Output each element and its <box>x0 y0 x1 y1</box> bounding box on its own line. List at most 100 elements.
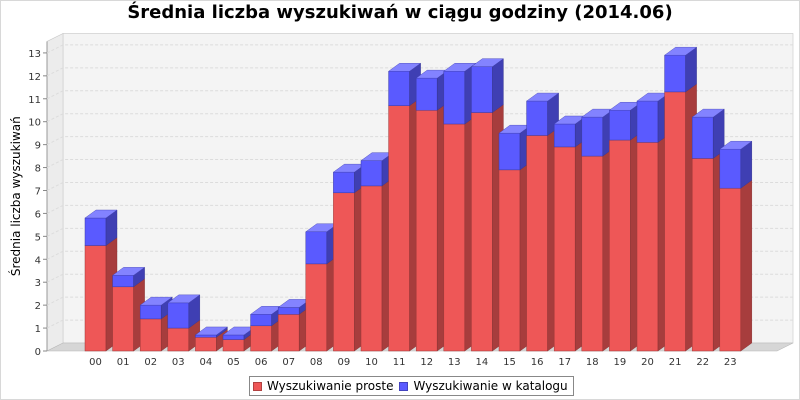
bar-10-catalog-search-front <box>360 160 383 187</box>
bar-17-simple-search-front <box>553 146 576 352</box>
bar-12-simple-search <box>415 101 449 352</box>
x-tick-label: 15 <box>503 357 516 368</box>
bar-03-simple-search-front <box>167 327 190 352</box>
bar-11-simple-search-front <box>388 105 410 352</box>
bar-00-simple-search-front <box>84 245 107 352</box>
bar-14-simple-search <box>471 104 504 352</box>
bar-03-catalog-search <box>167 294 201 329</box>
bar-04-catalog-search <box>194 326 229 338</box>
bar-16-simple-search-front <box>526 135 548 352</box>
bar-18-catalog-search <box>581 108 615 157</box>
y-tick-label: 1 <box>35 324 41 335</box>
bar-00-catalog-search-front <box>84 217 107 246</box>
y-tick-label: 7 <box>35 186 41 197</box>
legend: Wyszukiwanie proste Wyszukiwanie w katal… <box>249 376 574 396</box>
bar-02-catalog-search-front <box>139 304 162 320</box>
bar-04-catalog-search-top <box>194 326 229 336</box>
bar-20-simple-search <box>636 133 670 352</box>
gridline <box>46 250 793 260</box>
bar-15-catalog-search <box>498 124 532 171</box>
bar-21-simple-search-front <box>664 91 686 352</box>
x-tick-label: 04 <box>200 357 213 368</box>
bar-03-catalog-search-top <box>167 294 201 304</box>
y-tick-label: 5 <box>35 232 41 243</box>
bar-17-catalog-search <box>553 115 587 148</box>
gridline <box>46 90 793 100</box>
y-tick-label: 11 <box>28 95 41 106</box>
x-tick-label: 03 <box>172 357 185 368</box>
bar-14-catalog-search <box>470 58 505 113</box>
bar-22-simple-search <box>691 149 725 352</box>
bar-11-catalog-search <box>387 62 422 107</box>
bar-19-simple-search-front <box>609 139 631 352</box>
bar-19-catalog-search <box>608 101 643 141</box>
x-tick-label: 14 <box>476 357 489 368</box>
x-tick-label: 16 <box>531 357 544 368</box>
bar-14-catalog-search-top <box>470 58 505 67</box>
y-axis-title: Średnia liczba wyszukiwań <box>8 116 23 276</box>
bar-02-catalog-search-top <box>139 296 173 306</box>
bar-13-catalog-search-front <box>443 71 466 125</box>
y-tick-label: 12 <box>28 72 41 83</box>
bar-02-simple-search-front <box>139 318 162 352</box>
bar-23-simple-search <box>719 179 752 352</box>
x-tick-label: 07 <box>282 357 295 368</box>
bar-21-simple-search <box>664 83 697 352</box>
bar-11-catalog-search-top <box>387 63 422 72</box>
legend-item-series-1: Wyszukiwanie proste <box>253 379 393 393</box>
bar-04-simple-search-front <box>195 336 217 352</box>
bar-09-catalog-search <box>332 163 367 194</box>
bar-22-simple-search-front <box>691 158 714 352</box>
y-tick-label: 0 <box>35 347 41 358</box>
x-tick-label: 22 <box>696 357 709 368</box>
x-tick-label: 05 <box>227 357 240 368</box>
y-tick-label: 3 <box>35 278 41 289</box>
bar-00-catalog-search <box>84 209 118 246</box>
legend-swatch-series-2 <box>399 381 409 391</box>
x-tick-label: 02 <box>144 357 157 368</box>
bar-01-catalog-search-front <box>112 275 134 288</box>
bar-06-simple-search-front <box>250 325 272 352</box>
gridline <box>46 181 793 191</box>
bar-06-catalog-search-front <box>250 314 272 327</box>
x-tick-label: 10 <box>365 357 378 368</box>
bar-22-catalog-search-top <box>691 108 725 118</box>
bar-19-catalog-search-front <box>609 109 631 141</box>
bar-16-catalog-search-front <box>526 100 548 136</box>
gridline <box>46 44 793 54</box>
gridline <box>46 159 793 169</box>
bar-09-simple-search-front <box>333 192 355 352</box>
x-tick-label: 00 <box>89 357 102 368</box>
bar-23-simple-search-side <box>740 179 752 352</box>
bar-16-catalog-search <box>525 92 560 136</box>
bar-10-catalog-search <box>360 152 394 187</box>
bar-15-simple-search-front <box>498 169 521 352</box>
bar-13-simple-search <box>443 115 476 352</box>
x-tick-label: 09 <box>338 357 351 368</box>
bar-00-catalog-search-top <box>84 209 118 219</box>
bar-20-catalog-search <box>636 92 670 143</box>
bar-01-simple-search-front <box>112 286 134 352</box>
bar-01-catalog-search-top <box>111 267 146 276</box>
x-tick-label: 08 <box>310 357 323 368</box>
gridline <box>46 227 793 237</box>
legend-item-series-2: Wyszukiwanie w katalogu <box>399 379 568 393</box>
x-tick-label: 21 <box>669 357 682 368</box>
y-tick-label: 10 <box>28 118 41 129</box>
x-tick-label: 19 <box>614 357 627 368</box>
bar-13-simple-search-front <box>443 123 466 352</box>
bar-01-catalog-search <box>111 266 146 288</box>
chart-title: Średnia liczba wyszukiwań w ciągu godzin… <box>127 2 673 23</box>
gridline <box>46 136 793 146</box>
bar-11-simple-search <box>388 97 421 352</box>
bar-14-simple-search-front <box>471 112 493 352</box>
x-tick-label: 18 <box>586 357 599 368</box>
bar-03-catalog-search-front <box>167 302 190 329</box>
x-tick-label: 12 <box>420 357 433 368</box>
bar-13-catalog-search <box>443 62 477 125</box>
bar-12-simple-search-front <box>415 109 438 352</box>
bar-16-simple-search <box>526 127 559 352</box>
bar-15-catalog-search-front <box>498 132 521 171</box>
legend-label-series-1: Wyszukiwanie proste <box>267 379 394 393</box>
